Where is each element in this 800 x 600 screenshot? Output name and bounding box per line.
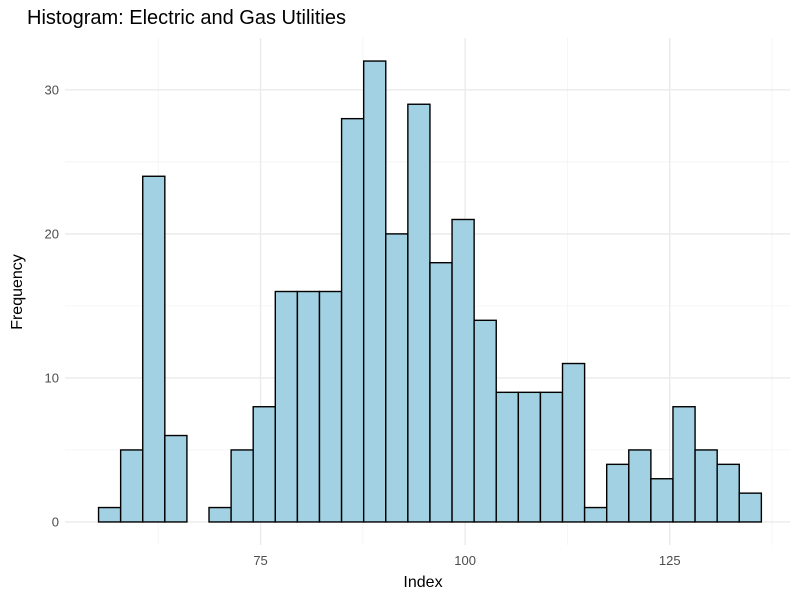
x-axis-tick-labels: 75 100 125 [253, 553, 680, 568]
histogram-bar [230, 449, 254, 523]
histogram-bar [606, 463, 630, 523]
histogram-bars [97, 60, 763, 523]
histogram-bar [407, 103, 431, 523]
histogram-bar [318, 290, 343, 523]
histogram-bar [495, 391, 520, 523]
histogram-bar [252, 406, 276, 523]
histogram-bar [164, 434, 188, 523]
histogram-bar [628, 449, 652, 523]
histogram-bar [362, 60, 387, 523]
x-tick-label: 100 [454, 553, 476, 568]
histogram-bar [517, 391, 542, 523]
y-tick-label: 0 [52, 514, 59, 529]
histogram-bar [539, 391, 564, 523]
histogram-bar [142, 175, 166, 523]
y-tick-label: 30 [45, 82, 59, 97]
y-axis-tick-labels: 0 10 20 30 [45, 82, 59, 529]
histogram-bar [296, 290, 321, 523]
chart-title: Histogram: Electric and Gas Utilities [27, 7, 346, 29]
histogram-bar [274, 290, 299, 523]
histogram-bar [738, 492, 763, 523]
histogram-bar [561, 362, 586, 523]
histogram-bar [429, 261, 453, 523]
histogram-bar [385, 233, 409, 523]
histogram-bar [583, 506, 608, 523]
histogram-bar [694, 449, 718, 523]
histogram-bar [119, 449, 144, 523]
histogram-bar [340, 117, 365, 523]
histogram-bar [650, 478, 674, 523]
histogram-bar [451, 218, 475, 523]
y-tick-label: 20 [45, 226, 59, 241]
histogram-bar [473, 319, 497, 523]
histogram-bar [97, 506, 122, 523]
x-tick-label: 75 [253, 553, 267, 568]
histogram-bar [208, 506, 232, 523]
histogram-bar [672, 406, 696, 523]
y-axis-title: Frequency [9, 254, 26, 330]
histogram-bar [716, 463, 740, 523]
x-tick-label: 125 [659, 553, 681, 568]
y-tick-label: 10 [45, 370, 59, 385]
x-axis-title: Index [403, 574, 442, 591]
